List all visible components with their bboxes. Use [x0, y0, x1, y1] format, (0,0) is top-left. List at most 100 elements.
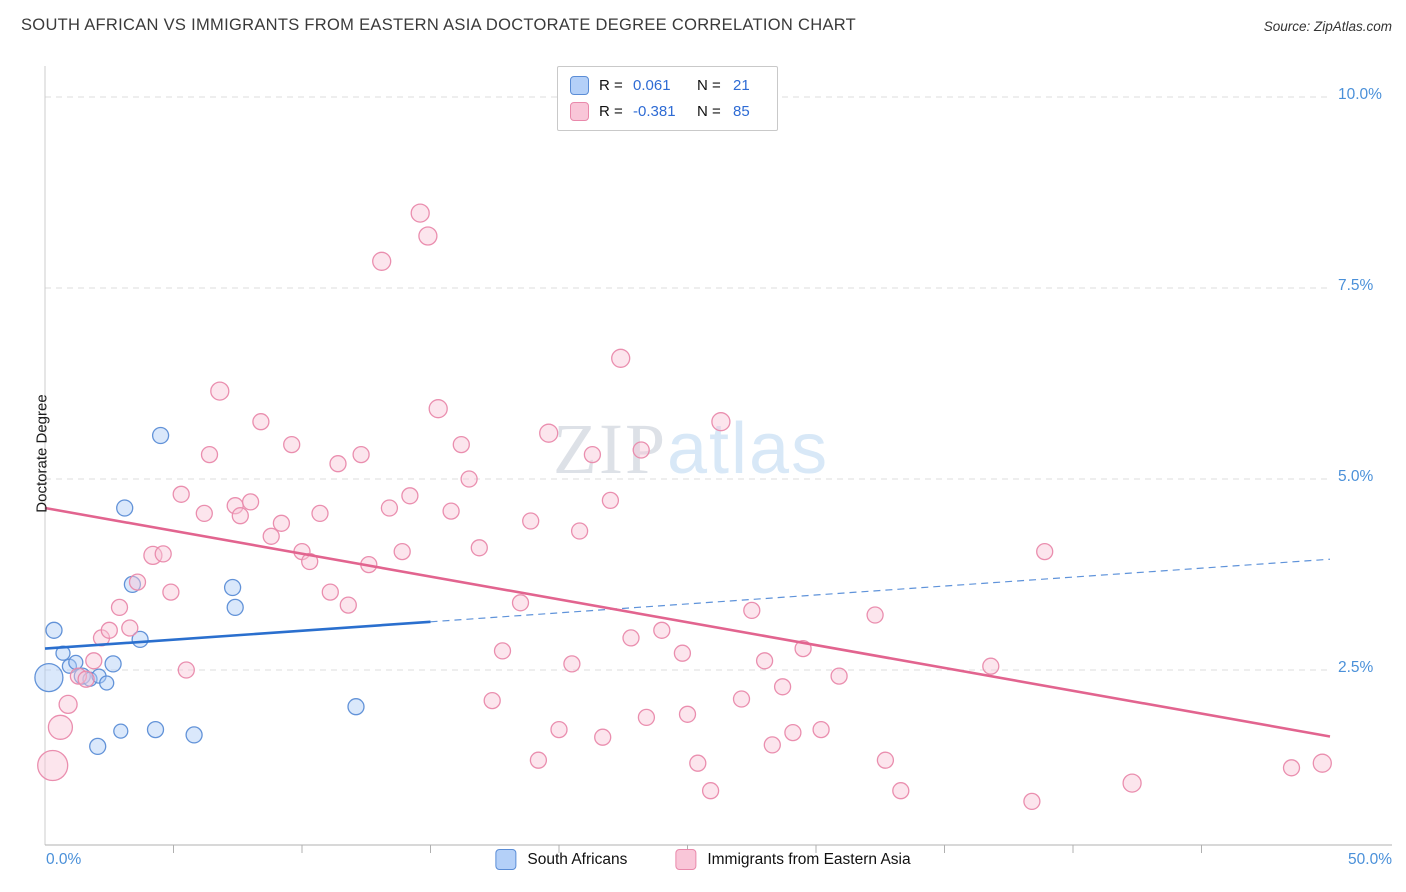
eastern-asia-point [195, 504, 213, 523]
south-africans-point [34, 662, 64, 693]
n-value: 21 [733, 77, 750, 94]
eastern-asia-point [272, 514, 291, 532]
n-label: N = [697, 103, 721, 120]
eastern-asia-point [673, 644, 692, 662]
eastern-asia-point [773, 678, 792, 696]
south-africans-point [89, 737, 107, 756]
south-africans-point [146, 720, 165, 739]
page-title: SOUTH AFRICAN VS IMMIGRANTS FROM EASTERN… [21, 16, 857, 34]
eastern-asia-point [231, 507, 249, 525]
eastern-asia-point [493, 642, 512, 660]
eastern-asia-point [982, 657, 1000, 675]
eastern-asia-point [732, 690, 751, 708]
eastern-asia-point [172, 485, 190, 503]
eastern-asia-point [1023, 792, 1041, 811]
south-africans-point [185, 726, 203, 744]
eastern-asia-point [401, 487, 419, 505]
eastern-asia-point [653, 621, 671, 639]
source-label: Source: ZipAtlas.com [1263, 19, 1392, 34]
eastern-asia-point [892, 782, 910, 800]
south-africans-trendline [44, 620, 431, 650]
eastern-asia-point [483, 691, 501, 710]
eastern-asia-point [77, 670, 95, 688]
eastern-asia-point [743, 601, 761, 620]
south-africans-point [223, 578, 242, 597]
eastern-asia-point [632, 441, 650, 459]
eastern-asia-point [380, 499, 399, 517]
south-africans-point [113, 723, 129, 739]
eastern-asia-point [611, 348, 631, 368]
eastern-asia-point [866, 606, 884, 624]
eastern-asia-point [352, 445, 370, 464]
eastern-asia-point [622, 629, 640, 647]
eastern-asia-point [329, 455, 347, 473]
eastern-asia-point [711, 412, 731, 432]
n-label: N = [697, 77, 721, 94]
correlation-legend-box: R = 0.061 N = 21 R = -0.381 N = 85 [557, 66, 778, 131]
eastern-asia-point [583, 445, 602, 464]
eastern-asia-point [570, 522, 589, 540]
eastern-asia-point [563, 655, 581, 673]
eastern-asia-point [637, 708, 656, 727]
south-africans-point [104, 655, 122, 673]
x-axis-label-max: 50.0% [1348, 851, 1392, 868]
eastern-asia-point [283, 435, 301, 454]
eastern-asia-point [85, 652, 103, 670]
eastern-asia-point [550, 720, 568, 739]
y-tick-label: 2.5% [1338, 659, 1374, 676]
r-value: -0.381 [633, 103, 676, 120]
eastern-asia-point [58, 694, 78, 715]
eastern-asia-point [393, 542, 411, 561]
eastern-asia-point [128, 573, 147, 591]
y-axis-title: Doctorate Degree [33, 394, 51, 513]
y-tick-label: 5.0% [1338, 468, 1374, 485]
n-value: 85 [733, 103, 750, 120]
legend-item-south-africans: South Africans [495, 849, 627, 870]
south-africans-trendline-extrapolated [430, 558, 1331, 623]
legend-row-eastern-asia: R = -0.381 N = 85 [570, 102, 763, 121]
legend-item-eastern-asia: Immigrants from Eastern Asia [675, 849, 911, 870]
south-africans-point [116, 499, 134, 517]
eastern-asia-point [755, 652, 774, 670]
eastern-asia-point [210, 381, 230, 401]
eastern-asia-point [311, 504, 329, 523]
eastern-asia-point [200, 445, 219, 464]
eastern-asia-swatch [570, 102, 589, 121]
eastern-asia-point [428, 399, 448, 419]
eastern-asia-point [1036, 542, 1054, 561]
eastern-asia-point [470, 539, 488, 557]
eastern-asia-point [763, 736, 781, 754]
eastern-asia-point [452, 435, 470, 454]
bottom-legend: South Africans Immigrants from Eastern A… [495, 849, 911, 870]
eastern-asia-point [812, 720, 830, 739]
eastern-asia-point [321, 583, 339, 601]
eastern-asia-point [262, 527, 280, 545]
legend-label: South Africans [527, 850, 628, 868]
eastern-asia-point [511, 594, 530, 612]
south-africans-point [99, 675, 115, 691]
legend-row-south-africans: R = 0.061 N = 21 [570, 76, 763, 95]
eastern-asia-point [154, 545, 172, 563]
eastern-asia-point [110, 598, 129, 617]
eastern-asia-point [252, 413, 270, 431]
eastern-asia-point [601, 491, 620, 510]
eastern-asia-point [301, 552, 319, 571]
eastern-asia-point [1122, 773, 1142, 793]
eastern-asia-point [418, 226, 438, 246]
eastern-asia-point [460, 470, 478, 488]
y-tick-label: 10.0% [1338, 86, 1382, 103]
y-tick-label: 7.5% [1338, 277, 1374, 294]
eastern-asia-point [442, 502, 460, 520]
eastern-asia-point [177, 661, 195, 679]
r-label: R = [599, 77, 623, 94]
south-africans-point [151, 426, 170, 445]
eastern-asia-point [37, 749, 69, 782]
eastern-asia-point [162, 583, 180, 601]
eastern-asia-point [121, 619, 139, 637]
eastern-asia-point [47, 714, 74, 740]
eastern-asia-point [784, 723, 802, 742]
eastern-asia-point [830, 667, 848, 685]
eastern-asia-point [529, 751, 548, 769]
eastern-asia-point [241, 493, 260, 511]
south-africans-legend-swatch [495, 849, 517, 870]
